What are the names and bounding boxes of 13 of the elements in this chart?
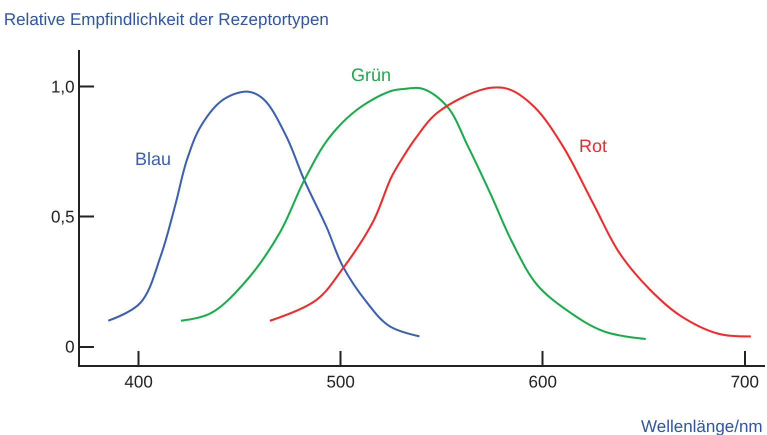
y-tick-label: 1,0 xyxy=(50,77,75,96)
y-tick-label: 0 xyxy=(65,338,75,357)
x-tick-label: 500 xyxy=(326,372,355,392)
series-label: Grün xyxy=(351,65,392,85)
y-tick-label: 0,5 xyxy=(50,208,75,227)
x-tick-label: 400 xyxy=(124,372,153,392)
series-label: Rot xyxy=(579,136,608,156)
chart-title: Relative Empfindlichkeit der Rezeptortypen xyxy=(4,10,329,29)
line-series xyxy=(180,87,647,340)
x-tick-label: 700 xyxy=(730,372,759,392)
line-series xyxy=(107,90,420,338)
series-label: Blau xyxy=(135,149,172,169)
x-tick-label: 600 xyxy=(528,372,557,392)
